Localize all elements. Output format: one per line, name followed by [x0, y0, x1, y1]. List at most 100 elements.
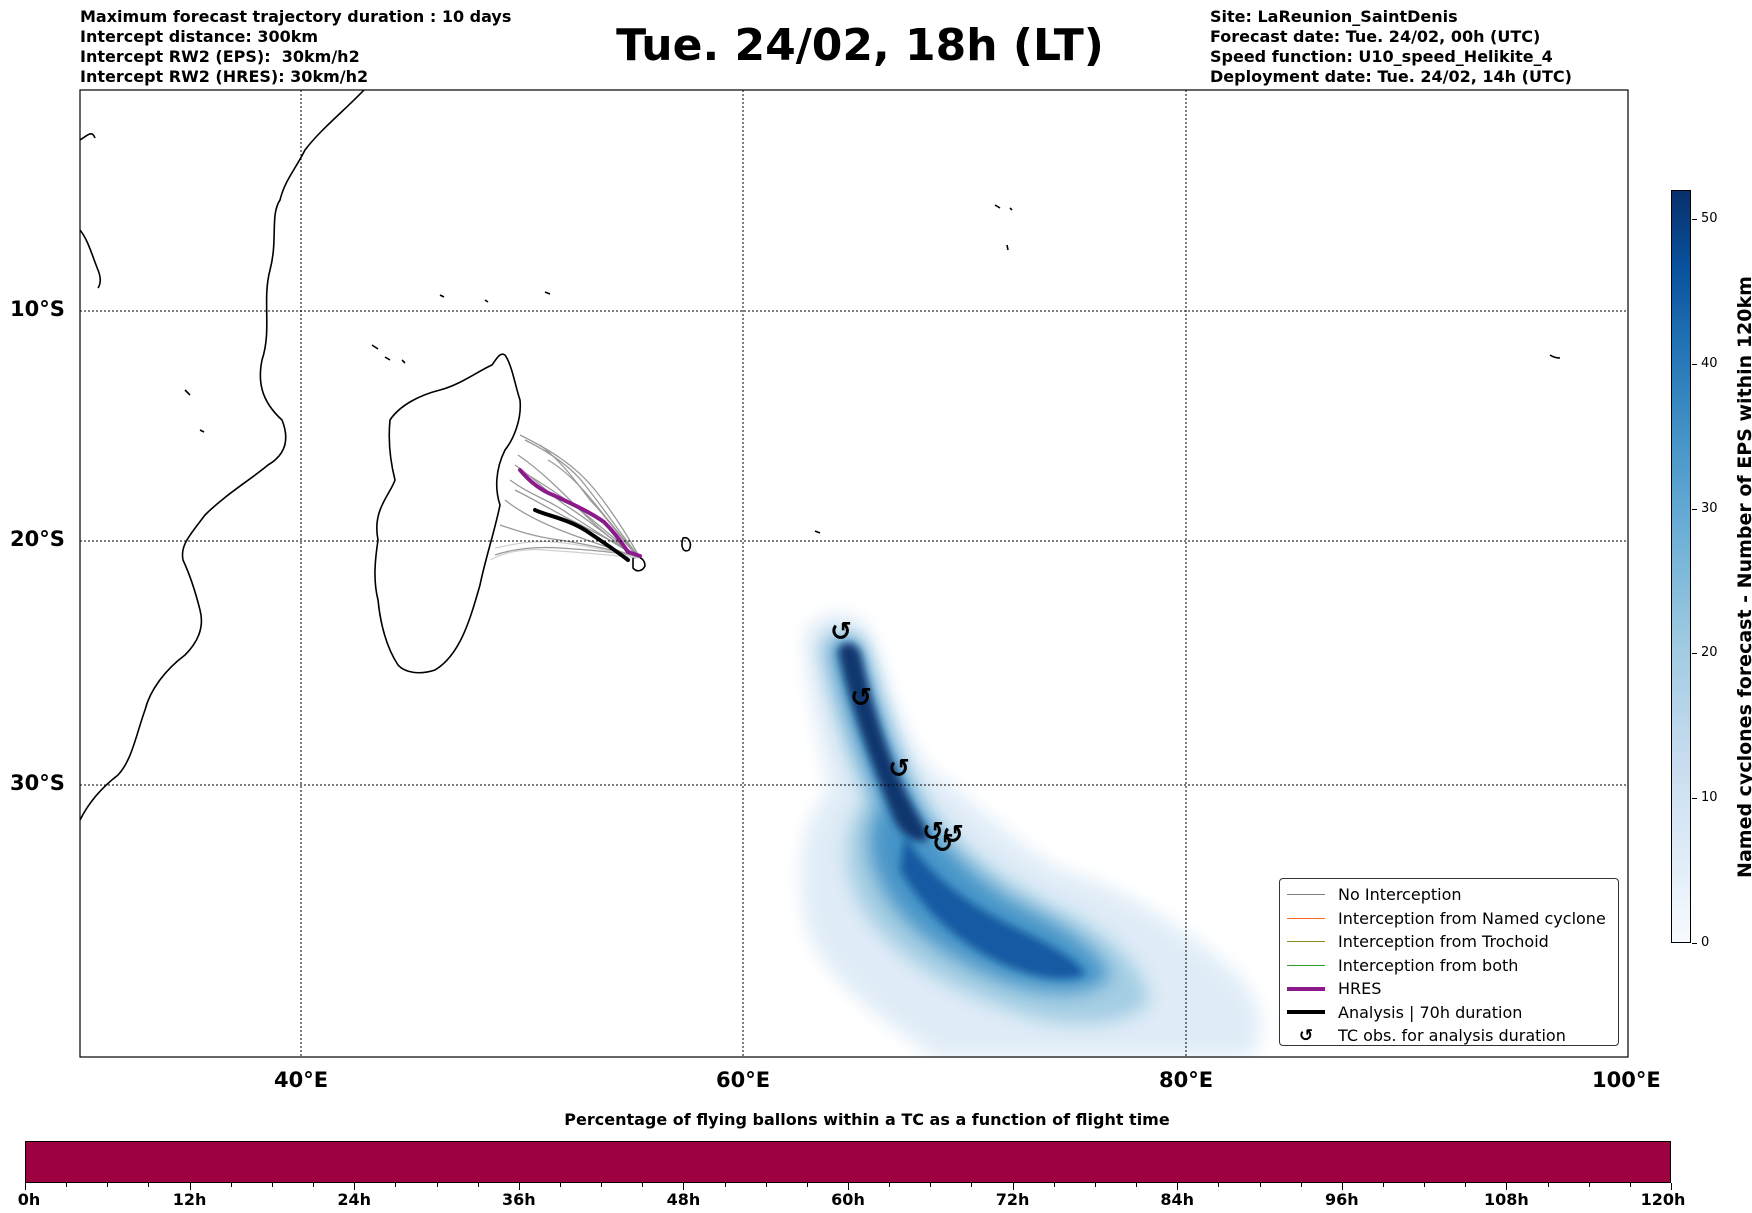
density-colorbar-label: Named cyclones forecast - Number of EPS …	[1734, 276, 1752, 878]
tc-observations: ↺ ↺ ↺ ↺ ↺ ↺	[830, 617, 964, 859]
legend-label: HRES	[1338, 979, 1382, 999]
flight-time-minor-tick	[1629, 1183, 1631, 1187]
density-colorbar-tick	[1692, 943, 1697, 944]
island-mauritius	[681, 536, 692, 552]
header-right-line: Speed function: U10_speed_Helikite_4	[1210, 47, 1553, 66]
flight-time-tick-label: 72h	[995, 1190, 1030, 1209]
flight-time-minor-tick	[230, 1183, 232, 1187]
flight-time-tick	[1012, 1183, 1014, 1190]
flight-time-minor-tick	[806, 1183, 808, 1187]
legend-entry: HRES	[1286, 977, 1612, 1001]
flight-time-tick-label: 12h	[172, 1190, 207, 1209]
flight-time-minor-tick	[971, 1183, 973, 1187]
flight-time-tick	[1671, 1183, 1672, 1190]
header-left-line: Maximum forecast trajectory duration : 1…	[80, 7, 512, 26]
flight-time-tick-label: 60h	[831, 1190, 865, 1209]
flight-time-tick	[189, 1183, 191, 1190]
tc-obs-symbol: ↺	[888, 754, 910, 784]
flight-time-tick-label: 48h	[666, 1190, 701, 1209]
tc-obs-symbol: ↺	[922, 817, 944, 847]
legend-entry: Analysis | 70h duration	[1286, 1001, 1612, 1025]
density-colorbar-tick	[1692, 653, 1697, 655]
flight-time-minor-tick	[601, 1183, 603, 1187]
flight-time-minor-tick	[1547, 1183, 1549, 1187]
lon-label: 80°E	[1159, 1068, 1214, 1092]
flight-time-minor-tick	[148, 1183, 150, 1187]
flight-time-minor-tick	[271, 1183, 273, 1187]
density-colorbar-tick	[1692, 798, 1697, 800]
eps-track	[539, 444, 641, 559]
map-frame	[79, 89, 1629, 1058]
cyclone-density	[801, 613, 1260, 1057]
density-colorbar-tick-label: 50	[1701, 210, 1718, 226]
seychelles	[439, 291, 551, 303]
madagascar-west-islands	[184, 389, 205, 433]
lat-label: 30°S	[10, 771, 65, 795]
flight-time-minor-tick	[1053, 1183, 1055, 1187]
eps-track-light	[489, 548, 641, 561]
density-colorbar-tick-label: 30	[1701, 500, 1718, 516]
flight-time-minor-tick	[930, 1183, 932, 1187]
header-right-line: Site: LaReunion_SaintDenis	[1210, 7, 1458, 26]
flight-time-minor-tick	[724, 1183, 726, 1187]
flight-time-minor-tick	[107, 1183, 109, 1187]
eps-track	[547, 459, 641, 559]
lon-label: 40°E	[274, 1068, 329, 1092]
density-dark-tail	[900, 835, 1085, 979]
legend-label: Interception from Named cyclone	[1338, 908, 1606, 928]
header-left-info: Maximum forecast trajectory duration : 1…	[80, 7, 511, 87]
flight-time-tick-label: 96h	[1324, 1190, 1359, 1209]
density-colorbar-tick	[1692, 508, 1697, 510]
flight-time-minor-tick	[1094, 1183, 1096, 1187]
flight-time-minor-tick	[66, 1183, 68, 1187]
flight-time-minor-tick	[1136, 1183, 1138, 1187]
flight-time-tick	[25, 1183, 26, 1190]
flight-time-minor-tick	[436, 1183, 438, 1187]
flight-time-minor-tick	[395, 1183, 397, 1187]
flight-time-minor-tick	[642, 1183, 644, 1187]
flight-time-minor-tick	[559, 1183, 561, 1187]
flight-time-minor-tick	[477, 1183, 479, 1187]
density-colorbar-tick-label: 10	[1701, 790, 1718, 806]
flight-time-tick	[518, 1183, 520, 1190]
legend-entry: Interception from Named cyclone	[1286, 907, 1612, 931]
legend-entry: Interception from both	[1286, 954, 1612, 978]
flight-time-minor-tick	[765, 1183, 767, 1187]
hres-track	[518, 468, 642, 558]
flight-time-minor-tick	[1465, 1183, 1467, 1187]
legend-entry: ↺ TC obs. for analysis duration	[1286, 1024, 1612, 1048]
flight-time-tick-label: 108h	[1483, 1190, 1529, 1209]
header-right-line: Forecast date: Tue. 24/02, 00h (UTC)	[1210, 27, 1541, 46]
flight-time-tick	[1177, 1183, 1179, 1190]
island-small	[814, 530, 821, 534]
legend-entry: No Interception	[1286, 883, 1612, 907]
density-colorbar-tick-label: 0	[1701, 935, 1710, 950]
map-title: Tue. 24/02, 18h (LT)	[616, 20, 1104, 71]
maldives	[1006, 244, 1009, 251]
eps-track	[524, 439, 641, 559]
legend-swatch	[1286, 979, 1326, 999]
eps-track	[519, 434, 641, 559]
arabia-coast-fragment	[80, 229, 102, 289]
legend-label: Interception from both	[1338, 955, 1519, 975]
legend-label: Interception from Trochoid	[1338, 932, 1549, 952]
lon-label: 60°E	[716, 1068, 771, 1092]
density-dark	[838, 643, 929, 842]
analysis-track	[533, 508, 630, 562]
legend-label: Analysis | 70h duration	[1338, 1002, 1523, 1022]
tc-obs-symbol: ↺	[932, 829, 954, 859]
flight-time-minor-tick	[1259, 1183, 1261, 1187]
gridlines	[80, 90, 1628, 1057]
map-legend: No Interception Interception from Named …	[1279, 878, 1619, 1046]
chagos	[994, 204, 1013, 211]
header-left-line: Intercept distance: 300km	[80, 27, 319, 46]
lat-label: 10°S	[10, 297, 65, 321]
legend-swatch	[1286, 955, 1326, 975]
header-right-line: Deployment date: Tue. 24/02, 14h (UTC)	[1210, 67, 1572, 86]
legend-label: No Interception	[1338, 885, 1462, 905]
flight-time-minor-tick	[1218, 1183, 1220, 1187]
density-colorbar-tick-label: 40	[1701, 355, 1718, 371]
density-colorbar-tick	[1692, 218, 1697, 220]
legend-swatch	[1286, 908, 1326, 928]
tc-obs-symbol: ↺	[850, 683, 872, 713]
